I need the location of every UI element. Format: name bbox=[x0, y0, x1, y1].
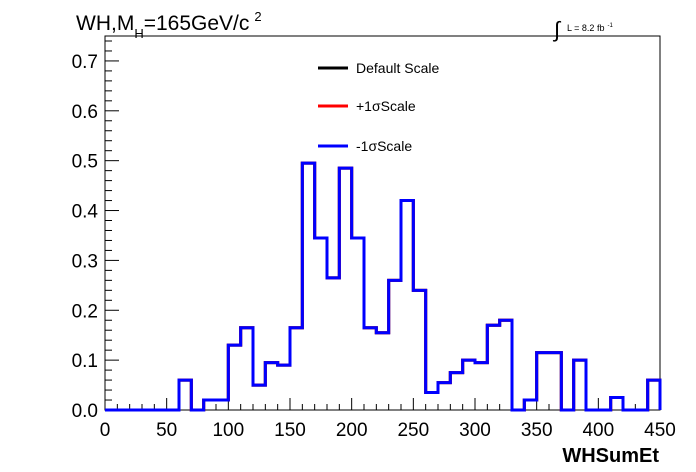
luminosity-value: L = 8.2 fb bbox=[567, 23, 604, 33]
x-tick-label: 100 bbox=[212, 420, 244, 441]
legend-label: +1σScale bbox=[356, 98, 416, 114]
luminosity-text: L = 8.2 fb -1 bbox=[567, 23, 613, 33]
x-tick-label: 400 bbox=[582, 420, 614, 441]
x-axis-title: WHSumEt bbox=[562, 445, 659, 467]
x-tick-label: 50 bbox=[156, 420, 177, 441]
y-tick-label: 0.2 bbox=[72, 301, 98, 322]
x-tick-label: 300 bbox=[459, 420, 491, 441]
title-subscript: H bbox=[134, 26, 143, 41]
x-tick-label: 0 bbox=[100, 420, 111, 441]
series-line-2 bbox=[105, 161, 662, 412]
y-axis: 0.0 0.1 0.2 0.3 0.4 0.5 0.6 0.7 bbox=[72, 40, 119, 422]
y-tick-label: 0.6 bbox=[72, 102, 98, 123]
y-tick-label: 0.7 bbox=[72, 52, 98, 73]
chart-title: WH,MH=165GeV/c 2 bbox=[76, 9, 262, 41]
integral-symbol: ∫ bbox=[552, 17, 562, 42]
legend-label: -1σScale bbox=[356, 138, 412, 154]
x-tick-label: 150 bbox=[274, 420, 306, 441]
luminosity-label: ∫ L = 8.2 fb -1 bbox=[552, 17, 613, 42]
title-superscript: 2 bbox=[254, 9, 261, 24]
y-tick-label: 0.4 bbox=[72, 202, 99, 223]
title-main: WH,M bbox=[76, 12, 134, 35]
x-tick-label: 200 bbox=[336, 420, 368, 441]
x-tick-label: 250 bbox=[397, 420, 429, 441]
y-tick-label: 0.0 bbox=[72, 401, 98, 422]
y-tick-label: 0.3 bbox=[72, 251, 98, 272]
luminosity-superscript: -1 bbox=[607, 23, 613, 29]
legend-label: Default Scale bbox=[356, 60, 439, 76]
series-layer bbox=[105, 161, 662, 412]
y-tick-label: 0.1 bbox=[72, 351, 98, 372]
plot-frame bbox=[104, 35, 661, 411]
x-tick-label: 450 bbox=[644, 420, 676, 441]
x-axis: 0 50 100 150 200 250 300 350 400 450 bbox=[100, 398, 676, 441]
x-tick-label: 350 bbox=[521, 420, 553, 441]
title-suffix: =165GeV/c bbox=[144, 12, 250, 35]
legend: Default Scale +1σScale -1σScale bbox=[318, 60, 439, 154]
y-tick-label: 0.5 bbox=[72, 152, 98, 173]
